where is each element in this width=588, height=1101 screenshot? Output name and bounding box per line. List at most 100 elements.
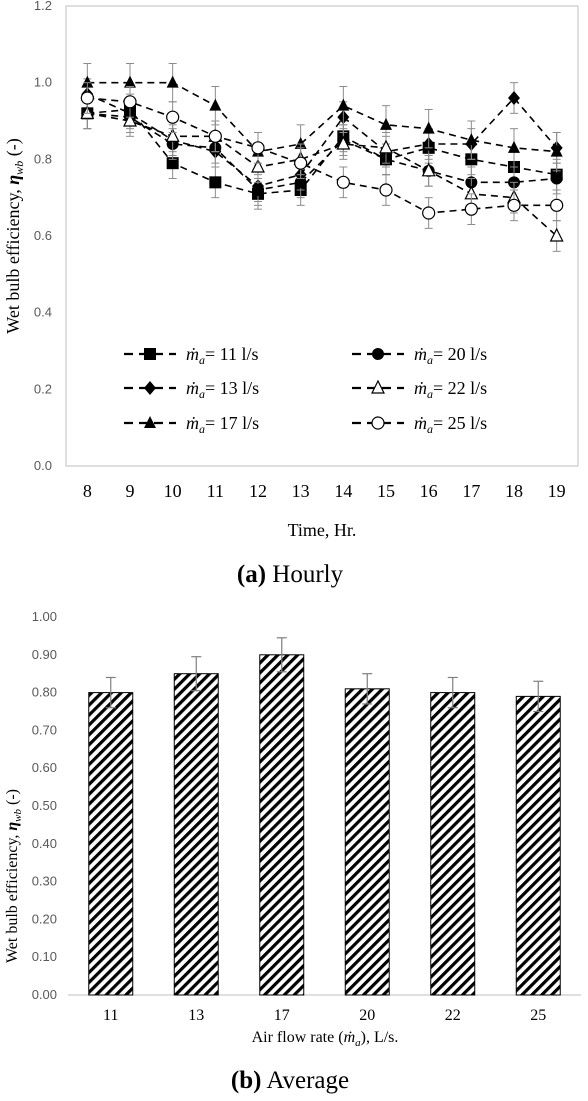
bar-group	[430, 676, 476, 996]
data-point	[422, 121, 435, 134]
bars-group	[88, 637, 561, 996]
legend-label: ṁa= 17 l/s	[186, 413, 259, 436]
plot-area-frame	[68, 617, 581, 743]
panel-caption: (b) Average	[231, 1067, 349, 1094]
data-point	[144, 381, 156, 395]
y-tick-labels: 0.0 0.2 0.4 0.6 0.8 1.0 1.2	[34, 0, 52, 473]
y-axis-label: Wet bulb efficiency, ηwb (-)	[3, 138, 26, 333]
y-tick-label: 0.90	[32, 647, 57, 662]
markers	[80, 91, 564, 220]
data-point	[464, 202, 478, 216]
legend-subscript: a	[427, 353, 433, 367]
x-tick-label: 10	[164, 481, 182, 501]
y-tick-label: 1.0	[34, 75, 52, 90]
panel-caption-text: Average	[266, 1067, 349, 1094]
legend-item: ṁa= 20 l/s	[352, 344, 487, 367]
data-point	[336, 175, 350, 189]
y-axis-label-subscript: wb	[12, 808, 24, 821]
data-point	[337, 98, 350, 111]
series-line	[87, 112, 558, 237]
series-line	[87, 112, 557, 191]
series-3	[81, 63, 563, 172]
x-tick-label: 17	[274, 1007, 290, 1024]
data-point	[465, 133, 478, 146]
x-axis-label-subscript: a	[355, 1037, 361, 1049]
series-4	[81, 97, 563, 206]
legend-subscript: a	[199, 387, 205, 401]
legend-item: ṁa= 17 l/s	[124, 413, 259, 436]
markers	[80, 104, 564, 242]
data-point	[372, 348, 384, 360]
average-chart: 0.00 0.10 0.20 0.30 0.40 0.50 0.60 0.70 0.80 0.90…	[4, 609, 581, 1094]
data-point	[166, 75, 179, 88]
error-bars	[83, 97, 561, 252]
error-bars	[83, 78, 561, 202]
data-point	[294, 156, 308, 170]
series-2	[81, 78, 563, 202]
bar	[88, 692, 134, 996]
data-point	[123, 95, 137, 109]
legend-subscript: a	[199, 422, 205, 436]
panel-letter: (b)	[231, 1067, 262, 1094]
y-axis-label-symbol: η	[3, 175, 23, 185]
y-tick-label: 0.50	[32, 798, 57, 813]
data-point	[379, 183, 393, 197]
y-axis-label: Wet bulb efficiency, ηwb (-)	[4, 789, 24, 963]
legend-symbol: ṁ	[414, 378, 427, 398]
data-point	[508, 140, 520, 153]
bar-group	[173, 656, 219, 996]
data-point	[166, 157, 179, 170]
data-point	[550, 172, 563, 185]
data-point	[294, 137, 307, 149]
bar-group	[88, 676, 134, 996]
y-tick-label: 1.00	[32, 609, 57, 624]
y-axis-label-text: Wet bulb efficiency,	[3, 185, 23, 334]
data-point	[166, 110, 180, 124]
data-point	[294, 176, 307, 189]
hourly-chart: 0.0 0.2 0.4 0.6 0.8 1.0 1.2 8 9 10 11 12 13 14 15 16 17…	[3, 0, 579, 588]
y-tick-label: 0.0	[34, 458, 52, 473]
legend-item: ṁa= 22 l/s	[352, 378, 487, 401]
legend-item: ṁa= 25 l/s	[352, 413, 487, 436]
legend-label: ṁa= 11 l/s	[186, 344, 259, 367]
legend-symbol: ṁ	[414, 413, 427, 433]
y-tick-label: 0.4	[34, 305, 52, 320]
y-axis-label-symbol: η	[4, 822, 21, 831]
y-tick-label: 0.6	[34, 228, 52, 243]
bar-group	[259, 637, 305, 996]
x-tick-label: 22	[445, 1007, 461, 1024]
data-point	[421, 162, 436, 177]
x-tick-label: 14	[334, 481, 352, 501]
data-point	[208, 129, 222, 143]
data-point	[144, 348, 156, 360]
y-axis-label-text: Wet bulb efficiency,	[4, 831, 21, 963]
x-axis-label-tail: ), L/s.	[361, 1029, 399, 1046]
legend-text: = 11 l/s	[205, 344, 259, 364]
y-tick-label: 0.8	[34, 151, 52, 166]
bar	[173, 673, 219, 996]
data-point	[81, 75, 94, 88]
error-bars	[83, 82, 561, 229]
x-tick-label: 19	[548, 481, 566, 501]
markers	[81, 103, 563, 200]
legend-subscript: a	[427, 422, 433, 436]
legend-item: ṁa= 11 l/s	[124, 344, 259, 367]
y-tick-label: 0.30	[32, 874, 57, 889]
legend-label: ṁa= 25 l/s	[414, 413, 487, 436]
data-point	[550, 198, 564, 212]
x-tick-label: 25	[530, 1007, 546, 1024]
series-line	[87, 97, 557, 214]
y-tick-labels: 0.00 0.10 0.20 0.30 0.40 0.50 0.60 0.70 0.80 0.90…	[32, 609, 57, 1002]
x-tick-label: 17	[462, 481, 480, 501]
y-tick-label: 1.2	[34, 0, 52, 13]
series-group	[80, 63, 564, 252]
legend-text: = 20 l/s	[433, 344, 487, 364]
error-bars	[83, 63, 561, 172]
x-tick-label: 8	[83, 481, 92, 501]
data-point	[379, 139, 393, 154]
series-5	[80, 97, 564, 252]
x-tick-label: 11	[207, 481, 224, 501]
series-1	[81, 93, 563, 210]
data-point	[209, 176, 222, 189]
legend: ṁa= 11 l/sṁa= 13 l/sṁa= 17 l/sṁa= 20 l/s…	[124, 344, 487, 436]
